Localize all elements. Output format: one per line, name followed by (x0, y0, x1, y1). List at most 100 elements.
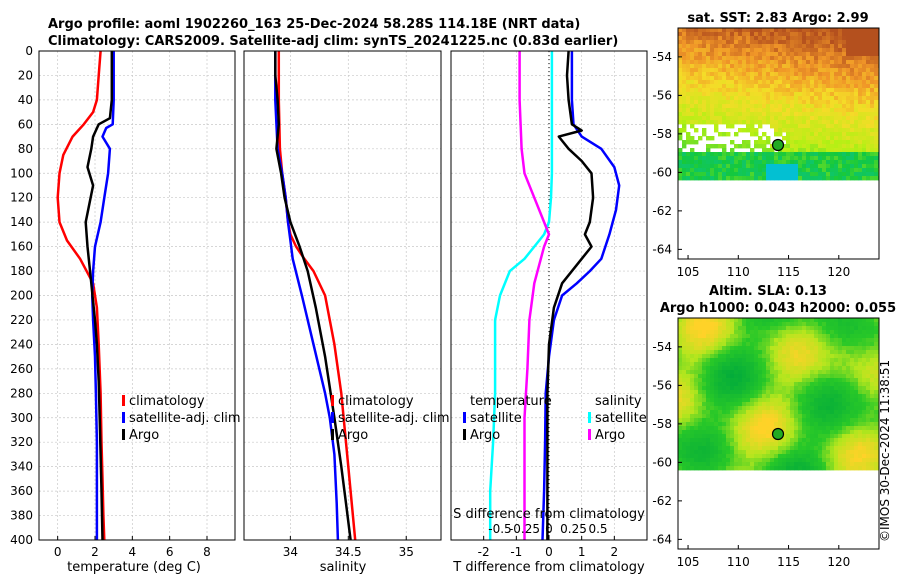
map-cell (738, 48, 743, 53)
map-cell (702, 374, 707, 379)
series-line-satellite-adj-clim (90, 51, 115, 540)
map-cell (742, 104, 747, 109)
map-cell (782, 422, 787, 427)
map-cell (698, 84, 703, 89)
map-cell (798, 434, 803, 439)
map-cell (750, 406, 755, 411)
map-cell (778, 68, 783, 73)
map-cell (738, 430, 743, 435)
map-cell (858, 406, 863, 411)
map-cell (710, 44, 715, 49)
map-cell (726, 96, 731, 101)
map-cell (702, 338, 707, 343)
map-cell (750, 28, 755, 33)
map-cell (778, 164, 783, 169)
map-cell (806, 112, 811, 117)
map-cell (846, 438, 851, 443)
map-cell (770, 56, 775, 61)
map-cell (862, 128, 867, 133)
map-cell (854, 410, 859, 415)
map-cell (706, 32, 711, 37)
map-cell (678, 382, 683, 387)
sla-map-title-line2: Argo h1000: 0.043 h2000: 0.055 (660, 301, 896, 316)
map-cell (830, 370, 835, 375)
map-cell (722, 76, 727, 81)
map-cell (714, 326, 719, 331)
map-cell (694, 406, 699, 411)
map-cell (758, 362, 763, 367)
map-cell (778, 160, 783, 165)
map-cell (718, 156, 723, 161)
map-cell (702, 334, 707, 339)
map-cell (686, 164, 691, 169)
map-cell (678, 80, 683, 85)
map-cell (854, 334, 859, 339)
lon-tick-label: 105 (677, 265, 700, 279)
sla-lat-tick-labels: -54-56-58-60-62-64 (652, 340, 682, 546)
map-cell (862, 120, 867, 125)
map-cell (858, 334, 863, 339)
map-cell (778, 446, 783, 451)
map-cell (830, 92, 835, 97)
map-cell (702, 458, 707, 463)
map-cell (746, 28, 751, 33)
map-cell (706, 354, 711, 359)
map-cell (826, 64, 831, 69)
map-cell (854, 398, 859, 403)
map-cell (790, 32, 795, 37)
map-cell (874, 88, 879, 93)
map-cell (690, 136, 695, 141)
map-cell (766, 414, 771, 419)
map-cell (774, 386, 779, 391)
map-cell (706, 44, 711, 49)
map-cell (810, 32, 815, 37)
map-cell (870, 462, 875, 467)
map-cell (798, 358, 803, 363)
map-cell (690, 152, 695, 157)
map-cell (854, 108, 859, 113)
map-cell (814, 32, 819, 37)
map-cell (790, 390, 795, 395)
map-cell (722, 466, 727, 471)
map-cell (750, 36, 755, 41)
map-cell (770, 354, 775, 359)
map-cell (822, 434, 827, 439)
map-cell (730, 438, 735, 443)
map-cell (682, 84, 687, 89)
map-cell (874, 446, 879, 451)
map-cell (838, 438, 843, 443)
map-cell (810, 426, 815, 431)
map-cell (854, 342, 859, 347)
map-cell (762, 144, 767, 149)
map-cell (774, 152, 779, 157)
map-cell (726, 164, 731, 169)
map-cell (846, 120, 851, 125)
map-cell (842, 164, 847, 169)
legend-label-argo: Argo (129, 428, 159, 443)
map-cell (714, 100, 719, 105)
map-cell (690, 44, 695, 49)
map-cell (766, 366, 771, 371)
map-cell (850, 36, 855, 41)
map-cell (694, 84, 699, 89)
map-cell (838, 354, 843, 359)
map-cell (870, 346, 875, 351)
map-cell (738, 152, 743, 157)
map-cell (754, 450, 759, 455)
map-cell (790, 374, 795, 379)
map-cell (754, 52, 759, 57)
map-cell (722, 382, 727, 387)
map-cell (782, 144, 787, 149)
map-cell (726, 454, 731, 459)
map-cell (730, 318, 735, 323)
map-cell (714, 92, 719, 97)
map-cell (874, 434, 879, 439)
map-cell (698, 442, 703, 447)
map-cell (770, 402, 775, 407)
map-cell (806, 128, 811, 133)
map-cell (802, 318, 807, 323)
map-cell (862, 80, 867, 85)
map-cell (686, 354, 691, 359)
map-cell (798, 80, 803, 85)
map-cell (762, 132, 767, 137)
